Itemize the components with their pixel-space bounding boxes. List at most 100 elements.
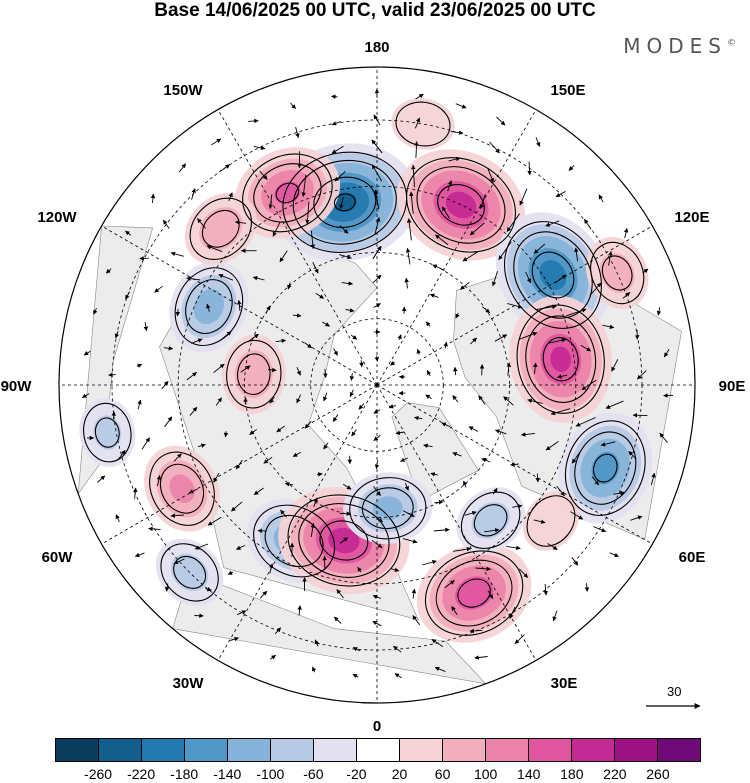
wind-vector-arrow [412, 615, 421, 626]
wind-vector-arrow [234, 220, 247, 225]
wind-vector-arrow [253, 145, 266, 151]
land-mass [172, 572, 487, 685]
wind-vector-arrow [93, 308, 98, 315]
wind-vector-arrow [506, 213, 520, 232]
wind-vector-arrow [249, 429, 257, 435]
wind-vector-arrow [235, 459, 243, 470]
wind-vector-arrow [388, 404, 397, 409]
wind-vector-arrow [304, 342, 313, 349]
colorbar-tick-label: 60 [434, 766, 451, 782]
colorbar-tick-label: -100 [256, 766, 285, 782]
wind-vector-arrow [357, 566, 362, 573]
wind-vector-arrow [339, 225, 349, 234]
wind-vector-arrow [405, 247, 411, 265]
wind-vector-arrow [280, 509, 287, 518]
wind-vector-arrow [143, 322, 149, 332]
meridian [376, 90, 548, 386]
height-contour [526, 495, 576, 547]
wind-vector-arrow [247, 333, 259, 343]
wind-vector-arrow [191, 338, 203, 344]
wind-vector-arrow [334, 170, 346, 182]
wind-vector-arrow [556, 374, 568, 379]
height-contour [313, 176, 377, 228]
wind-vector-arrow [314, 639, 319, 647]
wind-vector-arrow [628, 450, 637, 460]
wind-vector-arrow [452, 395, 459, 403]
colorbar-segment [184, 739, 227, 761]
colorbar-tick-label: 220 [603, 766, 627, 782]
wind-vector-arrow [164, 416, 173, 428]
height-contour [525, 315, 597, 403]
height-contour [319, 520, 369, 561]
wind-vector-arrow [411, 164, 416, 188]
wind-vector-arrow [374, 216, 381, 235]
wind-vector-arrow [125, 230, 132, 236]
wind-vector-arrow [373, 486, 381, 496]
colorbar-ticks: -260 -220 -180 -140 -100 -60 -20 20 60 100 140 180 2… [55, 766, 701, 782]
wind-vector-arrow [598, 194, 604, 203]
wind-vector-arrow [317, 472, 323, 477]
wind-vector-arrow [350, 334, 358, 340]
wind-vector-arrow [602, 324, 615, 330]
wind-vector-arrow [331, 145, 344, 154]
wind-vector-arrow [525, 271, 531, 284]
lon-label-150e: 150E [550, 82, 585, 99]
colorbar-segment [528, 739, 571, 761]
height-contour [275, 182, 300, 204]
height-contour [361, 487, 414, 530]
wind-vector-arrow [584, 218, 592, 230]
wind-vector-arrow [414, 415, 423, 421]
wind-vector-arrow [462, 480, 468, 488]
wind-vector-arrow [371, 139, 383, 154]
wind-vector-arrow [494, 334, 508, 342]
lon-label-120w: 120W [37, 209, 77, 226]
wind-vector-arrow [630, 515, 643, 521]
wind-vector-arrow [543, 583, 548, 596]
wind-vector-arrow [342, 483, 352, 490]
anomaly-band [455, 576, 494, 610]
wind-vector-arrow [148, 526, 161, 532]
wind-vector-arrow [312, 262, 319, 274]
wind-vector-arrow [518, 568, 529, 578]
polar-map: 180 150W 150E 120W 120E 90W 90E 60W 60E … [1, 39, 746, 735]
wind-vector-arrow [462, 251, 479, 262]
anomaly-band [391, 98, 455, 150]
wind-vector-arrow [404, 482, 409, 491]
height-contour [94, 417, 120, 448]
wind-vector-arrow [115, 514, 120, 523]
wind-vector-arrow [475, 566, 492, 572]
anomaly-band [550, 346, 571, 372]
height-contour [564, 420, 646, 516]
wind-vector-arrow [310, 230, 316, 250]
wind-vector-arrow [292, 452, 301, 457]
lon-label-30e: 30E [551, 675, 578, 692]
wind-vector-arrow [223, 431, 229, 438]
wind-vector-arrow [205, 587, 212, 592]
wind-vector-arrow [478, 395, 486, 405]
wind-vector-arrow [228, 192, 233, 202]
wind-vector-arrow [141, 437, 150, 450]
lon-label-0: 0 [373, 718, 381, 735]
wind-vector-arrow [431, 639, 444, 647]
wind-vector-arrow [259, 590, 268, 599]
map-title: Base 14/06/2025 00 UTC, valid 23/06/2025… [154, 0, 596, 21]
height-contour [264, 514, 324, 568]
wind-vector-arrow [83, 350, 91, 356]
wind-vector-arrow [469, 222, 485, 236]
wind-vector-arrow [535, 473, 540, 483]
wind-vector-arrow [259, 170, 268, 180]
wind-vector-arrow [373, 114, 381, 126]
wind-vector-arrow [426, 370, 432, 377]
wind-vector-arrow [236, 299, 242, 311]
wind-vector-arrow [331, 94, 338, 99]
anomaly-band [539, 260, 567, 290]
wind-vector-arrow [393, 645, 402, 653]
wind-vector-arrow [111, 411, 116, 420]
wind-vector-arrow [114, 330, 120, 339]
height-contour [542, 337, 579, 382]
anomaly-band [199, 207, 243, 251]
wind-vector-arrow [178, 163, 187, 173]
wind-vector-arrow [339, 254, 352, 260]
wind-vector-arrow [444, 580, 455, 589]
wind-vector-arrow [589, 282, 602, 296]
